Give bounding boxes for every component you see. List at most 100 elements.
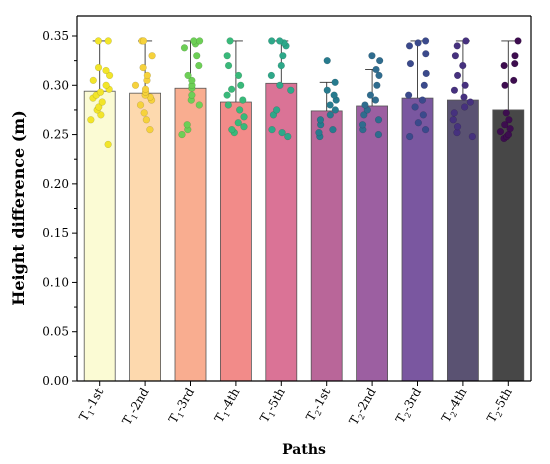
x-axis-title: Paths [282,442,326,458]
data-point [95,103,103,111]
data-point [102,66,110,75]
data-point [329,126,337,134]
data-point [188,76,196,84]
data-point [139,63,147,72]
data-point [98,98,106,106]
y-tick-label: 0.30 [42,78,69,92]
data-point [96,88,105,96]
data-point [89,76,97,84]
bars-layer [83,40,525,382]
data-point [236,106,244,114]
data-point [178,130,186,139]
data-point [269,111,278,119]
data-point [326,111,334,119]
data-point [406,59,415,68]
data-point [406,132,414,141]
data-point [451,52,459,60]
data-point [195,101,203,109]
data-point [371,96,380,104]
data-point [358,121,367,129]
data-point [87,116,95,124]
data-point [226,37,234,45]
data-point [143,71,151,80]
bar [356,105,389,382]
data-point [180,44,189,52]
data-point [267,71,275,80]
data-point [373,81,381,89]
data-point [422,69,430,78]
data-point [376,57,384,65]
data-point [268,37,276,45]
data-point [193,52,201,60]
data-point [316,116,325,124]
data-point [501,121,509,129]
data-point [331,78,339,86]
bar [310,110,343,382]
data-point [468,132,476,141]
data-point [148,52,156,60]
bar [401,97,434,382]
y-tick-label: 0.05 [42,325,69,339]
y-tick-label: 0.35 [42,29,69,43]
data-point [419,111,427,119]
axes-layer [72,15,532,386]
data-point [450,86,459,94]
data-point [461,103,469,111]
data-point [106,71,114,80]
data-point [276,81,284,89]
data-point [184,71,192,80]
data-point [450,109,458,117]
bar [492,109,525,382]
data-point [405,42,414,50]
data-point [461,81,469,89]
data-point [375,71,383,80]
data-point [505,116,513,124]
data-point [422,50,430,58]
y-tick-label: 0.15 [42,226,69,240]
data-point [374,116,383,124]
y-tick-label: 0.00 [42,374,69,388]
data-point [422,37,430,45]
data-point [224,101,232,109]
y-tick-label: 0.20 [42,177,69,191]
bar [129,92,162,382]
bar [219,101,252,382]
data-point [411,103,419,111]
data-point [94,63,103,72]
data-point [141,85,150,93]
data-point [511,52,519,60]
data-point [466,98,474,106]
data-point [240,113,248,121]
y-axis-title: Height difference (m) [9,110,28,306]
data-point [315,129,323,137]
data-point [287,86,295,94]
data-point [459,61,467,70]
data-point [421,126,430,134]
data-point [501,81,509,89]
data-point [188,91,196,99]
data-point [234,71,243,80]
data-point [140,109,148,117]
data-point [511,59,519,68]
data-point [146,126,154,134]
data-point [234,119,242,127]
data-point [277,61,285,70]
data-point [360,111,368,119]
data-point [273,106,281,114]
data-point [196,37,204,45]
data-point [136,101,145,109]
data-point [224,61,233,70]
data-point [240,123,248,131]
data-point [514,37,522,45]
data-point [502,109,510,117]
data-point [510,76,518,84]
data-point [368,52,376,60]
data-point [183,121,191,129]
data-point [131,81,140,89]
data-point [460,93,468,101]
data-point [228,85,236,93]
data-point [94,37,102,45]
points-layer [87,37,522,149]
data-point [462,37,470,45]
